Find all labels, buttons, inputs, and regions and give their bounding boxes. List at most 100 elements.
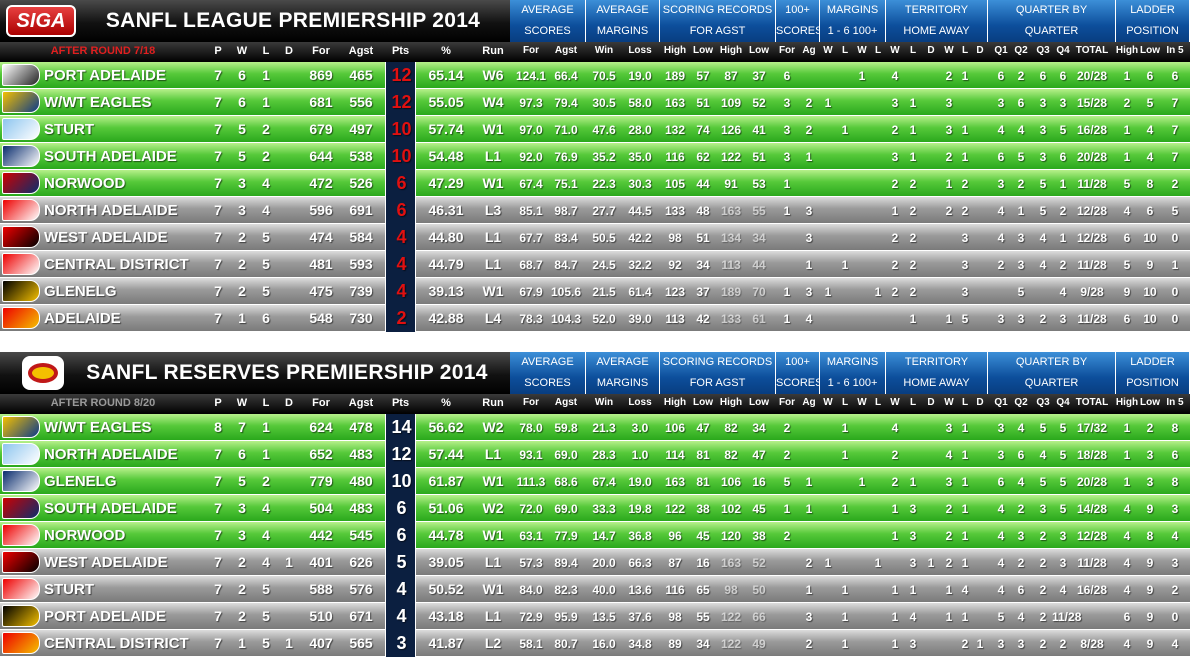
stat-cell: 39.0 xyxy=(628,312,652,326)
stat-cell: 4 xyxy=(891,421,899,435)
stat-cell: 2 xyxy=(783,448,791,462)
stat-cell: 3 xyxy=(891,150,899,164)
stat-cell: 46.31 xyxy=(428,202,464,218)
stat-cell: W2 xyxy=(482,500,504,516)
stat-cell: 22.3 xyxy=(592,177,616,191)
league-column-headers: AFTER ROUND 7/18 P W L D For Agst Pts% Run For Ag… xyxy=(0,42,1190,62)
stat-cell: L1 xyxy=(484,256,502,272)
stat-cell: 4 xyxy=(262,554,270,570)
stat-cell: 1 xyxy=(874,556,882,570)
stat-cell: 4 xyxy=(891,69,899,83)
column-header: For xyxy=(522,397,540,408)
stat-cell: 163 xyxy=(664,96,686,110)
points-value: 4 xyxy=(396,579,407,599)
group-header-sub: HOME AWAY xyxy=(903,25,970,37)
stat-cell: 83.4 xyxy=(554,231,578,245)
stat-cell: 472 xyxy=(309,175,333,191)
column-header: For xyxy=(522,45,540,56)
stat-cell: 1 xyxy=(805,258,813,272)
column-header: Q4 xyxy=(1056,397,1070,408)
league-table: SIGA SANFL LEAGUE PREMIERSHIP 2014 AVERA… xyxy=(0,0,1190,332)
stat-cell: W1 xyxy=(482,175,504,191)
stat-cell: 4 xyxy=(1123,583,1131,597)
stat-cell: 16 xyxy=(752,475,766,489)
stat-cell: 65 xyxy=(696,583,710,597)
stat-cell: 3 xyxy=(1039,96,1047,110)
team-name: NORTH ADELAIDE xyxy=(44,446,178,463)
stat-cell: 5 xyxy=(1059,123,1067,137)
points-value: 2 xyxy=(396,308,407,328)
stat-cell: 2 xyxy=(1017,502,1025,516)
stat-cell: 4 xyxy=(1171,637,1179,651)
stat-cell: 2 xyxy=(238,256,246,272)
stat-cell: 16.0 xyxy=(592,637,616,651)
stat-cell: 2 xyxy=(238,283,246,299)
stat-cell: 2 xyxy=(909,258,917,272)
column-header: Q2 xyxy=(1014,45,1028,56)
stat-cell: 548 xyxy=(309,310,333,326)
stat-cell: 20/28 xyxy=(1076,475,1108,489)
stat-cell: 34 xyxy=(696,258,710,272)
stat-cell: 2 xyxy=(1039,312,1047,326)
stat-cell: 30.3 xyxy=(628,177,652,191)
points-cell: 4 xyxy=(385,224,416,251)
column-header: L xyxy=(841,397,849,408)
stat-cell: 1 xyxy=(262,67,270,83)
points-cell: 12 xyxy=(385,62,416,89)
stat-cell: 10 xyxy=(1143,285,1157,299)
column-header: For xyxy=(312,45,330,57)
stat-cell: 111.3 xyxy=(516,475,546,489)
stat-cell: 401 xyxy=(309,554,333,570)
table-row: STURT 7 2 5 588 576 4 50.52 W1 84.0 82.3 40.0 13.6 11… xyxy=(0,576,1190,603)
stat-cell: 1 xyxy=(961,610,969,624)
stat-cell: 1 xyxy=(841,123,849,137)
stat-cell: 1 xyxy=(262,419,270,435)
stat-cell: 8/28 xyxy=(1080,637,1104,651)
stat-cell: 1 xyxy=(1059,231,1067,245)
stat-cell: 72.0 xyxy=(519,502,543,516)
column-header: Run xyxy=(482,397,504,409)
stat-cell: 5 xyxy=(262,256,270,272)
stat-cell: 2 xyxy=(1017,69,1025,83)
stat-cell: 1 xyxy=(841,502,849,516)
team-guernsey-icon xyxy=(2,226,40,248)
stat-cell: 8 xyxy=(1146,529,1154,543)
team-guernsey-icon xyxy=(2,64,40,86)
column-header: L xyxy=(874,45,882,56)
stat-cell: 9 xyxy=(1146,258,1154,272)
stat-cell: 1 xyxy=(945,312,953,326)
team-name: NORWOOD xyxy=(44,175,126,192)
stat-cell: 1 xyxy=(285,635,293,651)
table-row: SOUTH ADELAIDE 7 5 2 644 538 10 54.48 L1 92.0 76.9… xyxy=(0,143,1190,170)
stat-cell: 5 xyxy=(1171,204,1179,218)
stat-cell: 3 xyxy=(1017,637,1025,651)
stat-cell: 48 xyxy=(696,204,710,218)
stat-cell: 8 xyxy=(1146,177,1154,191)
stat-cell: 69.0 xyxy=(554,448,578,462)
stat-cell: 7 xyxy=(214,500,222,516)
stat-cell: 510 xyxy=(309,608,333,624)
stat-cell: 5 xyxy=(238,473,246,489)
stat-cell: 38 xyxy=(696,502,710,516)
stat-cell: 52.0 xyxy=(592,312,616,326)
points-cell: 5 xyxy=(385,549,416,576)
column-header: % xyxy=(441,397,451,409)
column-header: L xyxy=(909,397,917,408)
stat-cell: 11/28 xyxy=(1052,610,1082,624)
stat-cell: 55.05 xyxy=(428,94,464,110)
stat-cell: 3 xyxy=(238,500,246,516)
stat-cell: 483 xyxy=(349,500,373,516)
points-cell: 10 xyxy=(385,116,416,143)
stat-cell: W1 xyxy=(482,473,504,489)
team-guernsey-icon xyxy=(2,524,40,546)
stat-cell: 1 xyxy=(1123,421,1131,435)
stat-cell: 1 xyxy=(841,448,849,462)
stat-cell: 4 xyxy=(1123,556,1131,570)
stat-cell: 92.0 xyxy=(519,150,543,164)
reserves-table: SANFL RESERVES PREMIERSHIP 2014 AVERAGE S… xyxy=(0,352,1190,657)
group-header-3: 100+ SCORES xyxy=(776,352,822,394)
stat-cell: 3 xyxy=(238,175,246,191)
stat-cell: 4 xyxy=(1039,258,1047,272)
column-header: Low xyxy=(693,397,713,408)
stat-cell: 3 xyxy=(1017,529,1025,543)
